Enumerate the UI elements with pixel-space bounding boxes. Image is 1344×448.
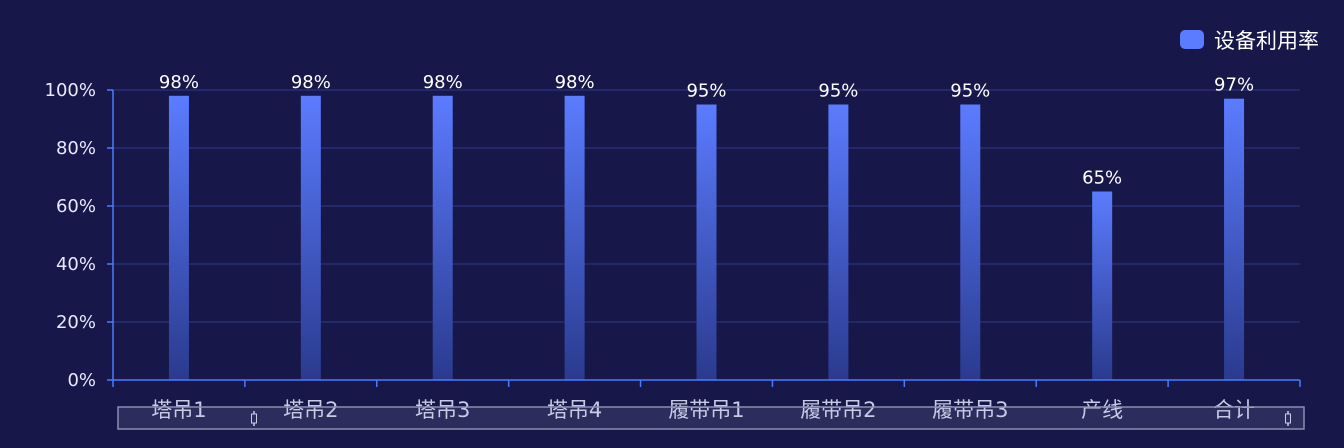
bar[interactable] — [1092, 191, 1113, 381]
x-tick-label: 履带吊1 — [668, 398, 744, 422]
data-zoom-end-handle[interactable] — [1285, 411, 1291, 426]
x-tick-label: 合计 — [1213, 398, 1255, 422]
x-tick-label: 塔吊3 — [415, 398, 470, 422]
bar[interactable] — [300, 95, 321, 381]
bar[interactable] — [696, 104, 717, 381]
y-tick-label: 100% — [45, 80, 96, 101]
x-tick-label: 塔吊2 — [283, 398, 338, 422]
x-axis-tick-labels: 塔吊1 塔吊2 塔吊3 塔吊4 履带吊1 履带吊2 履带吊3 产线 合计 — [151, 398, 1255, 422]
x-tick-label: 塔吊1 — [151, 398, 206, 422]
data-label: 98% — [555, 72, 595, 93]
data-label: 65% — [1082, 168, 1122, 189]
y-tick-label: 80% — [56, 138, 96, 159]
bar[interactable] — [432, 95, 453, 381]
bar[interactable] — [960, 104, 981, 381]
data-label: 98% — [159, 72, 199, 93]
data-zoom-slider[interactable] — [117, 406, 1305, 430]
data-label: 98% — [291, 72, 331, 93]
x-tick-label: 履带吊3 — [932, 398, 1008, 422]
bar[interactable] — [828, 104, 849, 381]
bar[interactable] — [564, 95, 585, 381]
y-tick-label: 0% — [67, 370, 96, 391]
x-tick-label: 产线 — [1081, 398, 1123, 422]
data-label: 95% — [818, 81, 858, 102]
data-label: 95% — [686, 81, 726, 102]
axes — [107, 89, 1301, 387]
y-axis-tick-labels: 0% 20% 40% 60% 80% 100% — [45, 80, 96, 391]
data-zoom-track[interactable] — [117, 406, 1305, 430]
bar[interactable] — [168, 95, 189, 381]
legend-marker-icon[interactable] — [1180, 30, 1204, 49]
data-zoom-start-handle[interactable] — [251, 411, 257, 426]
x-tick-label: 塔吊4 — [547, 398, 602, 422]
data-labels: 98% 98% 98% 98% 95% 95% 95% 65% 97% — [159, 72, 1254, 189]
x-tick-label: 履带吊2 — [800, 398, 876, 422]
bar[interactable] — [1224, 98, 1245, 380]
data-label: 97% — [1214, 75, 1254, 96]
y-tick-label: 60% — [56, 196, 96, 217]
data-label: 95% — [950, 81, 990, 102]
data-label: 98% — [423, 72, 463, 93]
y-tick-label: 20% — [56, 312, 96, 333]
legend[interactable]: 设备利用率 — [1180, 29, 1319, 53]
legend-label[interactable]: 设备利用率 — [1214, 29, 1319, 53]
y-tick-label: 40% — [56, 254, 96, 275]
bar-series — [168, 95, 1245, 381]
